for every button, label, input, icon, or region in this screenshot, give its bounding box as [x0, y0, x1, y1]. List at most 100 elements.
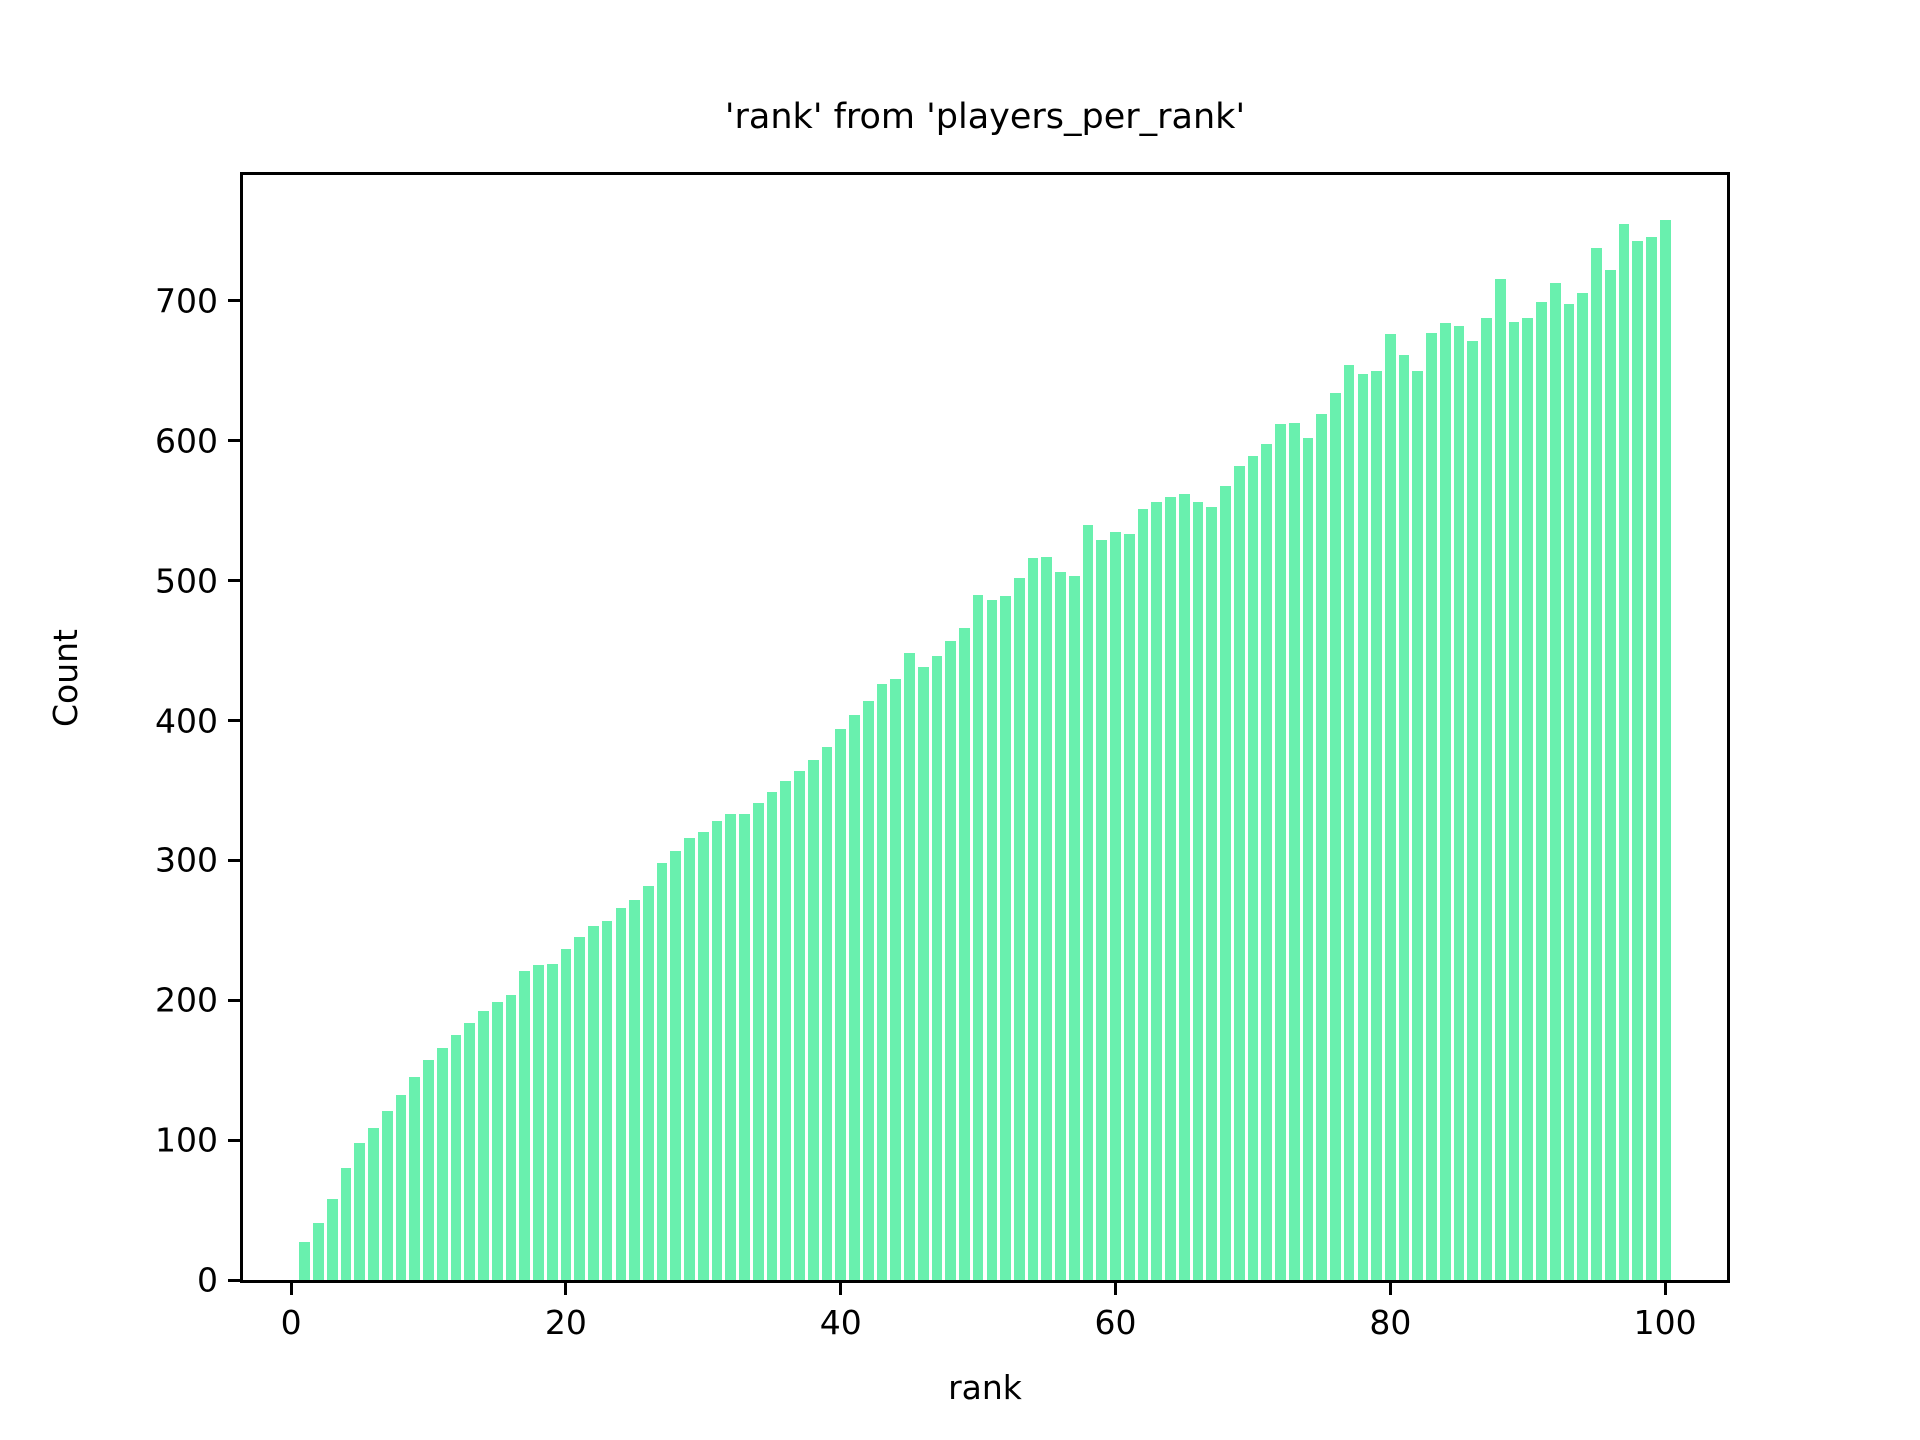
bar — [1110, 531, 1121, 1280]
bar — [354, 1142, 366, 1280]
bar — [1536, 302, 1547, 1280]
y-tick-label: 700 — [155, 281, 218, 321]
bar — [807, 759, 819, 1280]
bar — [491, 1001, 503, 1280]
bar — [1357, 373, 1369, 1280]
bar — [1398, 355, 1410, 1280]
bar — [1453, 326, 1465, 1280]
bar — [601, 920, 613, 1280]
bar — [368, 1127, 379, 1280]
x-axis-ticks: 0 20 40 60 80 100 — [240, 1283, 1730, 1393]
y-tick-mark — [228, 998, 240, 1002]
y-tick-mark — [228, 1278, 240, 1282]
bar — [1632, 240, 1644, 1280]
x-tick-label: 80 — [1369, 1303, 1412, 1342]
bar — [642, 885, 654, 1280]
chart-title: 'rank' from 'players_per_rank' — [724, 97, 1246, 137]
bar — [1261, 443, 1273, 1280]
bar — [1013, 577, 1025, 1280]
bar — [409, 1077, 421, 1280]
bar — [684, 838, 695, 1280]
bar — [849, 714, 860, 1280]
y-tick-label: 400 — [155, 701, 218, 740]
plot-area — [240, 172, 1730, 1283]
bar — [533, 965, 544, 1280]
bar — [1247, 456, 1259, 1280]
bar — [615, 907, 627, 1280]
bar — [574, 937, 585, 1280]
bar — [326, 1198, 338, 1280]
bar — [1220, 485, 1231, 1280]
bar — [546, 963, 558, 1280]
bar — [904, 653, 915, 1280]
bar — [299, 1242, 311, 1280]
x-tick-label: 0 — [280, 1303, 302, 1342]
bar — [1646, 236, 1657, 1280]
x-tick-mark — [1388, 1283, 1392, 1295]
bar — [1302, 437, 1314, 1280]
bar — [794, 770, 805, 1280]
bar — [1371, 370, 1382, 1280]
bar — [1522, 317, 1534, 1280]
x-tick-mark — [289, 1283, 293, 1295]
bar — [395, 1095, 407, 1280]
bar — [436, 1047, 448, 1280]
bar — [464, 1022, 476, 1280]
bar — [1563, 303, 1575, 1280]
y-tick-label: 100 — [155, 1120, 218, 1160]
bar — [1591, 247, 1602, 1280]
y-tick-label: 500 — [155, 561, 218, 601]
bar — [1068, 576, 1080, 1280]
bar — [1384, 334, 1396, 1280]
bar — [972, 594, 984, 1280]
bar — [1178, 493, 1190, 1280]
bar — [862, 700, 874, 1280]
x-tick-label: 40 — [819, 1303, 862, 1342]
bar — [725, 814, 737, 1280]
bar — [1206, 506, 1218, 1280]
bar — [505, 994, 517, 1280]
bar — [1151, 502, 1163, 1280]
bar — [1288, 422, 1300, 1280]
bar — [1055, 572, 1066, 1280]
bar — [423, 1060, 434, 1280]
bar — [478, 1011, 489, 1280]
bar — [1412, 370, 1424, 1280]
bar — [1549, 282, 1561, 1280]
bar — [313, 1222, 324, 1280]
bar — [1330, 393, 1341, 1280]
y-tick-label: 0 — [197, 1260, 218, 1300]
y-tick-mark — [228, 1138, 240, 1142]
y-tick-mark — [228, 579, 240, 583]
bar — [917, 667, 929, 1280]
bar — [1659, 219, 1671, 1280]
bar — [931, 656, 943, 1280]
bar — [1343, 365, 1355, 1280]
bar — [340, 1168, 352, 1280]
bar — [780, 780, 792, 1280]
x-axis-label: rank — [948, 1368, 1022, 1407]
bar — [381, 1110, 393, 1280]
x-tick-mark — [839, 1283, 843, 1295]
x-tick-label: 100 — [1633, 1303, 1697, 1342]
x-tick-mark — [1663, 1283, 1667, 1295]
bar — [588, 926, 599, 1280]
bar — [890, 678, 902, 1280]
bar — [1000, 596, 1011, 1280]
y-axis-label: Count — [46, 628, 85, 727]
bar — [1508, 321, 1520, 1280]
bar — [697, 832, 709, 1280]
bar — [1494, 278, 1506, 1280]
bar — [1275, 423, 1286, 1280]
bar — [1137, 509, 1149, 1280]
bar — [1426, 333, 1437, 1280]
x-tick-mark — [564, 1283, 568, 1295]
bar — [959, 628, 970, 1280]
bar — [656, 863, 668, 1280]
x-tick-mark — [1114, 1283, 1118, 1295]
y-tick-mark — [228, 439, 240, 443]
bar — [1165, 496, 1176, 1280]
bar — [1041, 556, 1053, 1280]
bar — [1439, 323, 1451, 1280]
